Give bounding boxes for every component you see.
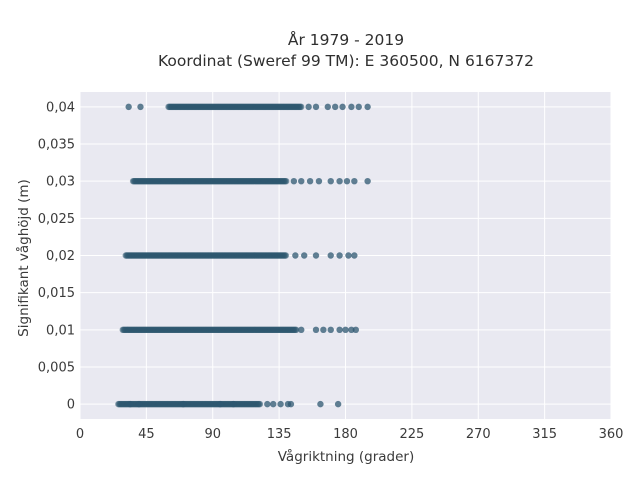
data-point (345, 252, 352, 259)
y-tick-label: 0 (67, 398, 75, 413)
data-points (115, 103, 371, 408)
y-axis-label: Signifikant våghöjd (m) (15, 179, 32, 337)
data-point (277, 400, 284, 408)
data-point (312, 252, 320, 259)
y-tick-label: 0,015 (38, 286, 75, 301)
data-point (317, 400, 324, 408)
data-point (336, 252, 343, 259)
data-point (336, 326, 343, 334)
x-tick-label: 315 (532, 427, 557, 442)
data-point (283, 177, 290, 185)
y-tick-label: 0,01 (46, 323, 75, 338)
data-point (331, 103, 339, 111)
data-point (351, 252, 358, 259)
data-point (230, 400, 237, 408)
data-point (180, 400, 187, 408)
data-point (334, 400, 342, 408)
data-point (364, 177, 371, 185)
data-point (324, 103, 331, 111)
data-point (327, 177, 334, 185)
data-point (301, 252, 308, 259)
data-point (137, 103, 144, 111)
data-point (312, 326, 320, 334)
x-tick-label: 270 (466, 427, 491, 442)
y-tick-label: 0,035 (38, 138, 75, 153)
data-point (336, 177, 343, 185)
data-point (339, 103, 346, 111)
data-point (264, 400, 271, 408)
data-point (348, 326, 355, 334)
y-tick-label: 0,005 (38, 360, 75, 375)
data-point (216, 400, 224, 408)
data-point (351, 177, 358, 185)
data-point (287, 400, 295, 408)
x-tick-label: 225 (399, 427, 424, 442)
data-point (298, 103, 305, 111)
y-tick-label: 0,025 (38, 212, 75, 227)
data-point (343, 177, 351, 185)
data-point (293, 326, 300, 334)
data-point (312, 103, 320, 111)
y-tick-label: 0,04 (46, 100, 75, 115)
y-tick-label: 0,02 (46, 249, 75, 264)
data-point (327, 252, 334, 259)
data-point (126, 400, 134, 408)
chart-title-line-1: År 1979 - 2019 (288, 30, 404, 49)
x-tick-label: 360 (599, 427, 624, 442)
chart-title-line-2: Koordinat (Sweref 99 TM): E 360500, N 61… (158, 52, 534, 70)
data-point (256, 400, 264, 408)
y-tick-label: 0,03 (46, 175, 75, 190)
data-point (306, 177, 314, 185)
data-point (352, 326, 360, 334)
data-point (298, 177, 305, 185)
data-point (298, 326, 305, 334)
data-point (342, 326, 349, 334)
x-tick-label: 135 (267, 427, 292, 442)
x-tick-label: 180 (333, 427, 358, 442)
x-tick-label: 0 (76, 427, 84, 442)
data-point (125, 103, 132, 111)
data-point (355, 103, 362, 111)
data-point (290, 177, 298, 185)
data-point (315, 177, 323, 185)
data-point (364, 103, 371, 111)
data-point (135, 400, 143, 408)
data-point (292, 252, 299, 259)
data-point (305, 103, 312, 111)
data-point (327, 326, 334, 334)
y-tick-labels: 0 0,005 0,01 0,015 0,02 0,025 0,03 0,035 0,04 (38, 100, 75, 412)
x-tick-labels: 0 45 90 135 180 225 270 315 360 (76, 427, 624, 442)
data-point (282, 252, 290, 259)
x-tick-label: 45 (138, 427, 155, 442)
data-point (348, 103, 355, 111)
x-axis-label: Vågriktning (grader) (278, 448, 415, 465)
x-tick-label: 90 (204, 427, 221, 442)
data-point (270, 400, 277, 408)
data-point (320, 326, 327, 334)
